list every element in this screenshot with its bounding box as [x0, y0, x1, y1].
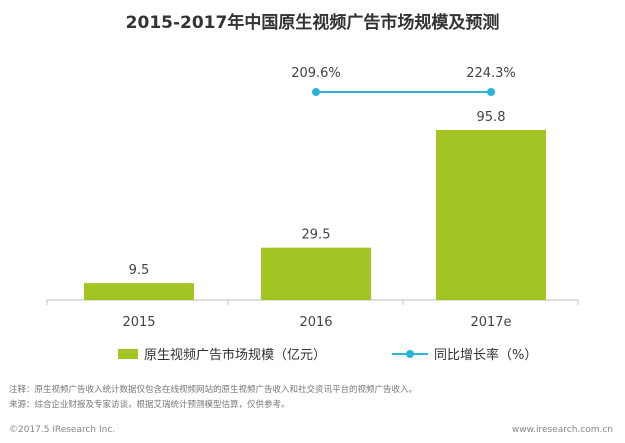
- legend-item-line: 同比增长率（%）: [392, 344, 537, 363]
- legend-bar-swatch: [118, 348, 138, 359]
- legend-line-dot: [406, 349, 414, 358]
- legend-line-swatch: [392, 349, 428, 358]
- bar-2016: [261, 247, 371, 300]
- chart-title: 2015-2017年中国原生视频广告市场规模及预测: [125, 13, 500, 33]
- x-tick-label-2016: 2016: [299, 315, 332, 330]
- footer-source: 来源：综合企业财报及专家访谈，根据艾瑞统计预测模型估算，仅供参考。: [9, 400, 290, 410]
- website: www.iresearch.com.cn: [511, 425, 613, 435]
- x-tick-label-2015: 2015: [122, 315, 155, 330]
- bar-2015: [84, 283, 194, 300]
- growth-rate-label-2016: 209.6%: [291, 66, 341, 81]
- bar-2017e: [436, 130, 546, 300]
- bar-value-label-2017e: 95.8: [477, 110, 506, 125]
- bar-value-label-2015: 9.5: [129, 263, 150, 278]
- growth-rate-point-2017e: [487, 88, 495, 96]
- bar-value-label-2016: 29.5: [302, 228, 331, 243]
- growth-rate-point-2016: [312, 88, 320, 96]
- legend-bar-label: 原生视频广告市场规模（亿元）: [144, 348, 327, 363]
- footer-note: 注释：原生视频广告收入统计数据仅包含在线视频网站的原生视频广告收入和社交资讯平台…: [9, 385, 418, 395]
- legend: 原生视频广告市场规模（亿元） 同比增长率（%）: [0, 344, 625, 364]
- growth-rate-label-2017e: 224.3%: [466, 66, 516, 81]
- x-tick-label-2017e: 2017e: [470, 315, 511, 330]
- legend-item-bar: 原生视频广告市场规模（亿元）: [118, 344, 326, 363]
- legend-line-label: 同比增长率（%）: [434, 348, 538, 363]
- copyright: ©2017.5 iResearch Inc.: [9, 425, 116, 435]
